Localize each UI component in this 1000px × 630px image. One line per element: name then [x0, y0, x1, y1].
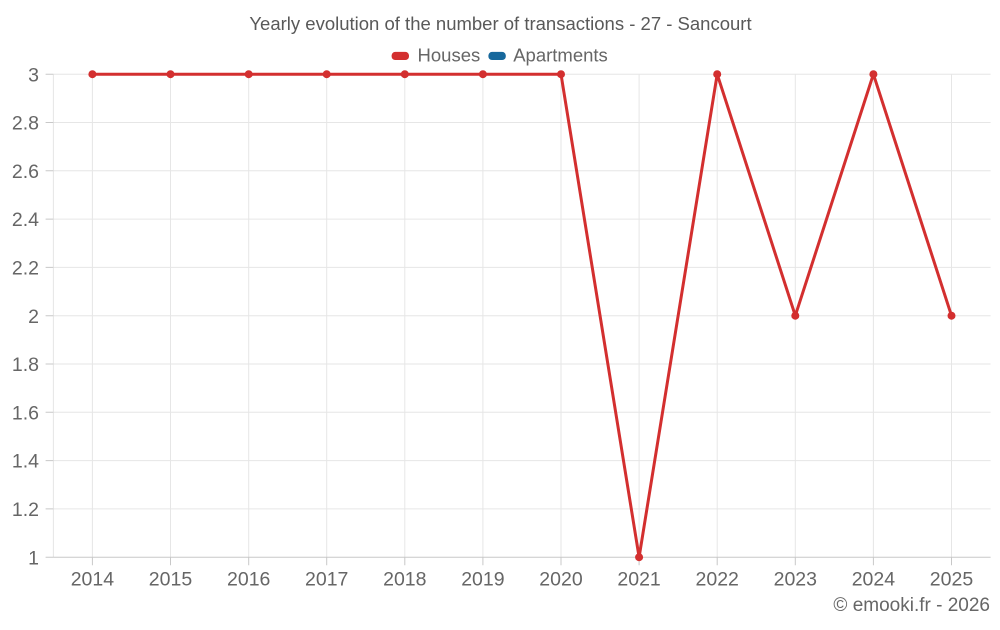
svg-text:2017: 2017	[305, 569, 348, 591]
svg-text:2.4: 2.4	[12, 209, 39, 231]
svg-text:1: 1	[28, 547, 39, 569]
svg-text:2022: 2022	[696, 569, 739, 591]
svg-text:© emooki.fr - 2026: © emooki.fr - 2026	[833, 595, 990, 616]
svg-text:2020: 2020	[539, 569, 583, 591]
svg-text:2.6: 2.6	[12, 161, 39, 183]
svg-text:3: 3	[28, 64, 39, 86]
svg-text:2024: 2024	[852, 569, 896, 591]
svg-text:1.8: 1.8	[12, 354, 39, 376]
svg-text:1.4: 1.4	[12, 451, 39, 473]
svg-text:Houses: Houses	[418, 45, 481, 66]
svg-text:2025: 2025	[930, 569, 974, 591]
svg-text:2018: 2018	[383, 569, 426, 591]
svg-text:Yearly evolution of the number: Yearly evolution of the number of transa…	[249, 13, 751, 34]
svg-text:1.2: 1.2	[12, 499, 39, 521]
svg-text:2.8: 2.8	[12, 113, 39, 135]
svg-text:2014: 2014	[71, 569, 115, 591]
svg-text:2015: 2015	[149, 569, 193, 591]
svg-text:2019: 2019	[461, 569, 504, 591]
svg-text:2016: 2016	[227, 569, 270, 591]
svg-text:2: 2	[28, 306, 39, 328]
svg-text:Apartments: Apartments	[513, 45, 608, 66]
svg-text:1.6: 1.6	[12, 402, 39, 424]
svg-text:2.2: 2.2	[12, 258, 39, 280]
svg-text:2023: 2023	[774, 569, 817, 591]
svg-text:2021: 2021	[617, 569, 660, 591]
